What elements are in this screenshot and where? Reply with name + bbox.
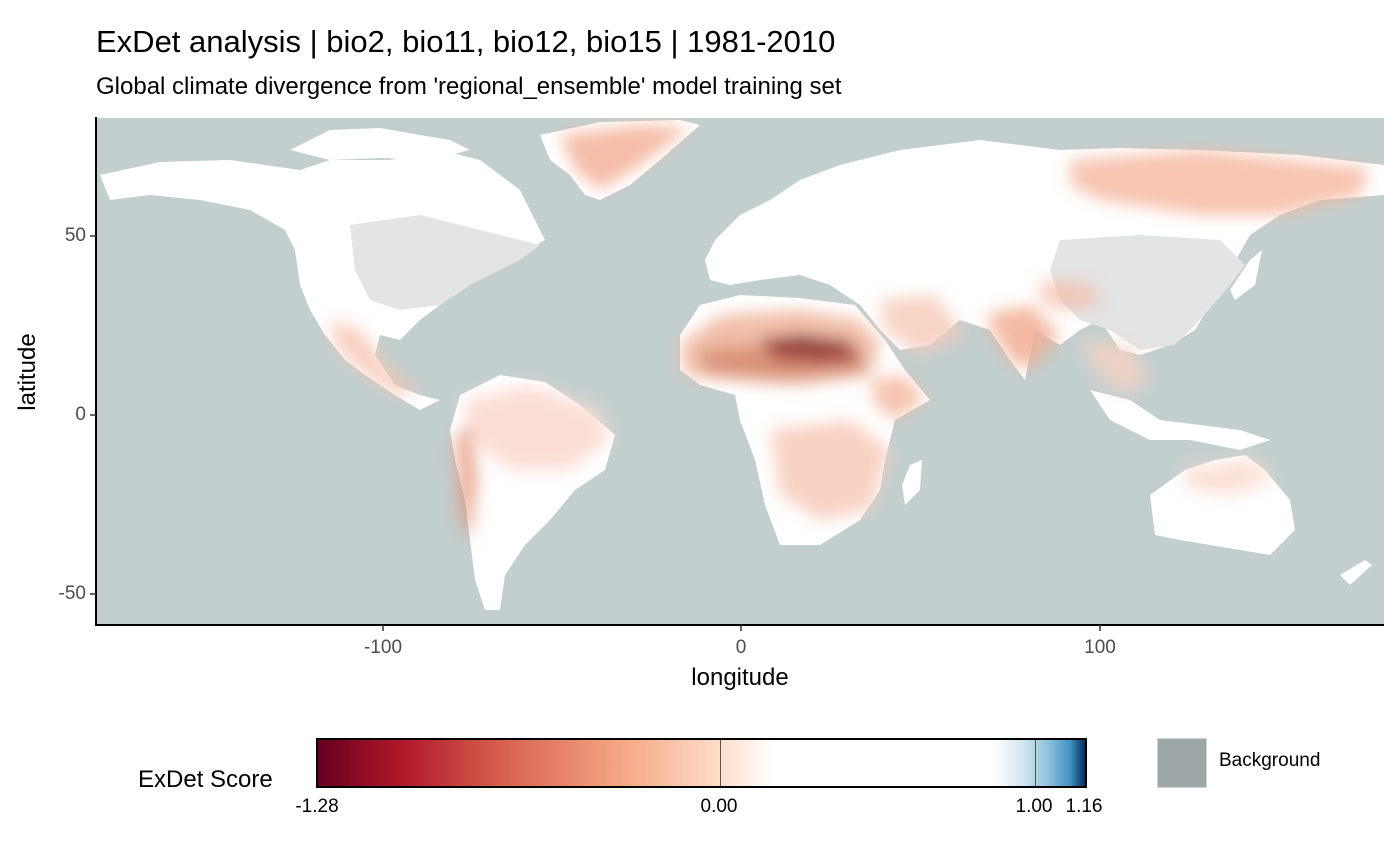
british-isles bbox=[720, 228, 738, 262]
chart-title: ExDet analysis | bio2, bio11, bio12, bio… bbox=[96, 24, 836, 59]
colorbar-tick-one bbox=[1035, 740, 1036, 786]
heat-east-africa bbox=[870, 375, 925, 420]
heat-sahel-mid bbox=[700, 345, 865, 380]
x-tick-label-0: 0 bbox=[735, 637, 747, 658]
background-legend-key bbox=[1157, 738, 1207, 788]
y-axis-label: latitude bbox=[14, 333, 41, 411]
y-tick-label-0: 0 bbox=[75, 404, 86, 425]
training-region-east-asia bbox=[1050, 235, 1245, 350]
y-tick-label-minus50: -50 bbox=[58, 583, 86, 604]
heat-amazon bbox=[465, 385, 610, 470]
heat-se-asia bbox=[1080, 340, 1150, 395]
training-regions bbox=[350, 215, 1245, 350]
heat-south-africa bbox=[770, 420, 890, 520]
color-bar bbox=[316, 738, 1087, 788]
x-tick-label-minus100: -100 bbox=[363, 637, 403, 658]
sea-islands bbox=[1090, 390, 1270, 450]
heat-north-australia bbox=[1180, 458, 1275, 495]
colorbar-label-max: 1.16 bbox=[1065, 796, 1103, 817]
training-region-north-america bbox=[350, 215, 540, 310]
japan bbox=[1230, 250, 1262, 300]
divergence-heat bbox=[330, 125, 1370, 540]
background-legend-label: Background bbox=[1219, 750, 1321, 771]
north-america bbox=[100, 150, 545, 410]
x-axis-label: longitude bbox=[691, 664, 789, 691]
axis-ticks bbox=[90, 235, 1101, 631]
heat-india bbox=[985, 305, 1060, 370]
new-zealand bbox=[1340, 560, 1372, 585]
heat-andes bbox=[455, 420, 478, 540]
colorbar-label-min: -1.28 bbox=[295, 796, 339, 817]
heat-mexico bbox=[330, 320, 420, 395]
colorbar-label-zero: 0.00 bbox=[700, 796, 738, 817]
chart-subtitle: Global climate divergence from 'regional… bbox=[96, 73, 842, 100]
colorbar-tick-zero bbox=[720, 740, 721, 786]
heat-arabia bbox=[880, 295, 965, 355]
madagascar bbox=[902, 460, 922, 505]
heat-tibet bbox=[1040, 280, 1100, 310]
x-tick-label-100: 100 bbox=[1084, 637, 1116, 658]
heat-greenland bbox=[560, 125, 690, 190]
legend-title: ExDet Score bbox=[138, 766, 273, 793]
y-tick-label-50: 50 bbox=[64, 225, 86, 246]
arctic-islands bbox=[290, 128, 470, 160]
colorbar-label-one: 1.00 bbox=[1015, 796, 1053, 817]
heat-siberia bbox=[1070, 150, 1370, 215]
